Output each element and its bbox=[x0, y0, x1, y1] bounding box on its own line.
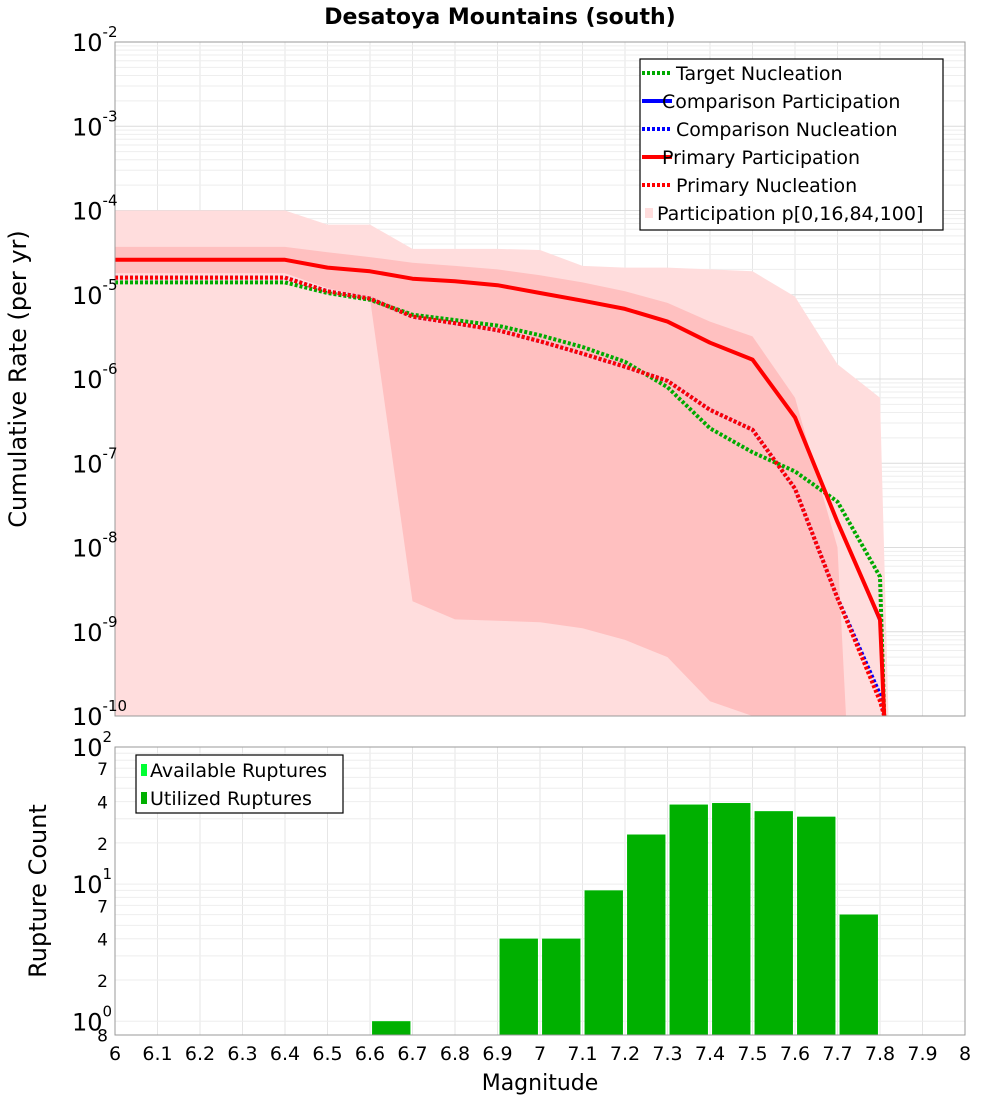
legend-label: Participation p[0,16,84,100] bbox=[657, 203, 923, 225]
bar-utilized bbox=[839, 914, 878, 1035]
x-tick-label: 6.2 bbox=[185, 1043, 215, 1065]
legend-label: Primary Nucleation bbox=[676, 175, 857, 197]
legend-label: Available Ruptures bbox=[150, 760, 327, 782]
bottom-plot-border bbox=[114, 746, 966, 1036]
top-y-ticks: 10-2 10-3 10-4 10-5 10-6 10-7 10-8 10-9 10-10 bbox=[72, 23, 127, 731]
x-tick-label: 6.7 bbox=[397, 1043, 427, 1065]
chart-title: Desatoya Mountains (south) bbox=[324, 5, 675, 30]
rate-lines bbox=[115, 257, 887, 716]
bottom-legend-box bbox=[135, 754, 344, 814]
x-tick-label: 6.5 bbox=[312, 1043, 342, 1065]
bottom-y-ticks: 102 101 100 7 4 2 7 4 2 8 bbox=[72, 728, 112, 1047]
x-axis-label: Magnitude bbox=[482, 1071, 599, 1096]
x-tick-label: 7.9 bbox=[907, 1043, 937, 1065]
x-tick-label: 7.8 bbox=[865, 1043, 895, 1065]
bottom-y-minor-tick-label: 2 bbox=[97, 835, 108, 855]
top-y-axis-label: Cumulative Rate (per yr) bbox=[4, 230, 32, 528]
x-tick-label: 6.4 bbox=[270, 1043, 300, 1065]
bar-utilized bbox=[372, 1021, 411, 1035]
top-y-tick-label: 10-7 bbox=[72, 444, 118, 478]
x-tick-label: 8 bbox=[959, 1043, 971, 1065]
top-y-tick-label: 10-2 bbox=[72, 23, 118, 57]
x-tick-label: 7.2 bbox=[610, 1043, 640, 1065]
bar-utilized bbox=[669, 804, 708, 1035]
bar-utilized bbox=[584, 890, 623, 1035]
bar-utilized bbox=[627, 834, 666, 1035]
rupture-bars bbox=[372, 803, 878, 1035]
legend-label: Target Nucleation bbox=[675, 63, 843, 85]
legend-swatch-band bbox=[645, 208, 653, 218]
top-y-tick-label: 10-10 bbox=[72, 697, 127, 731]
x-tick-label: 7.4 bbox=[695, 1043, 725, 1065]
top-plot-border bbox=[114, 41, 966, 717]
top-y-tick-label: 10-6 bbox=[72, 360, 118, 394]
x-tick-label: 6.3 bbox=[227, 1043, 257, 1065]
x-tick-label: 7.5 bbox=[737, 1043, 767, 1065]
bottom-y-major-tick-label: 100 bbox=[72, 1002, 112, 1036]
top-legend: Target Nucleation Comparison Participatio… bbox=[639, 58, 944, 231]
top-y-tick-label: 10-3 bbox=[72, 107, 118, 141]
series-line-primary-nucleation bbox=[115, 275, 887, 716]
bottom-y-minor-tick-label: 8 bbox=[97, 1027, 108, 1047]
top-y-tick-label: 10-4 bbox=[72, 192, 118, 226]
bottom-y-minor-tick-label: 4 bbox=[97, 794, 108, 814]
top-legend-box bbox=[639, 58, 944, 231]
bar-utilized bbox=[542, 938, 581, 1035]
x-tick-label: 6.1 bbox=[142, 1043, 172, 1065]
x-tick-labels: 6 6.1 6.2 6.3 6.4 6.5 6.6 6.7 6.8 6.9 7 7.1 7.2 7.3 7.… bbox=[109, 1043, 971, 1065]
x-tick-label: 6 bbox=[109, 1043, 121, 1065]
x-tick-label: 7.1 bbox=[567, 1043, 597, 1065]
bottom-y-major-tick-label: 101 bbox=[72, 865, 112, 899]
x-tick-label: 6.8 bbox=[440, 1043, 470, 1065]
legend-label: Primary Participation bbox=[662, 147, 860, 169]
x-tick-label: 7.6 bbox=[780, 1043, 810, 1065]
series-line-target-nucleation bbox=[115, 280, 887, 716]
bottom-y-minor-tick-label: 2 bbox=[97, 972, 108, 992]
legend-swatch-bar bbox=[141, 764, 147, 776]
top-y-tick-label: 10-8 bbox=[72, 529, 118, 563]
top-y-tick-label: 10-9 bbox=[72, 613, 118, 647]
series-line-primary-participation bbox=[115, 257, 887, 716]
legend-label: Comparison Participation bbox=[662, 91, 900, 113]
bar-utilized bbox=[712, 803, 751, 1035]
bar-utilized bbox=[797, 816, 836, 1035]
bar-utilized bbox=[499, 938, 538, 1035]
bottom-y-major-tick-label: 102 bbox=[72, 728, 112, 762]
top-panel: 10-2 10-3 10-4 10-5 10-6 10-7 10-8 10-9 10-10 Cu… bbox=[4, 23, 966, 731]
legend-swatch-bar bbox=[141, 792, 147, 804]
bottom-y-minor-tick-label: 7 bbox=[97, 760, 108, 780]
bar-utilized bbox=[754, 811, 793, 1035]
legend-label: Comparison Nucleation bbox=[676, 119, 898, 141]
top-y-tick-label: 10-5 bbox=[72, 276, 118, 310]
x-tick-label: 7 bbox=[534, 1043, 546, 1065]
bottom-y-minor-tick-label: 4 bbox=[97, 931, 108, 951]
x-tick-label: 7.3 bbox=[652, 1043, 682, 1065]
bottom-y-minor-tick-label: 7 bbox=[97, 897, 108, 917]
x-tick-label: 6.9 bbox=[482, 1043, 512, 1065]
bottom-y-axis-label: Rupture Count bbox=[24, 804, 52, 978]
bottom-legend: Available Ruptures Utilized Ruptures bbox=[135, 754, 344, 814]
legend-label: Utilized Ruptures bbox=[150, 788, 312, 810]
x-tick-label: 6.6 bbox=[355, 1043, 385, 1065]
inner-percentile-band bbox=[115, 246, 846, 716]
x-tick-label: 7.7 bbox=[822, 1043, 852, 1065]
